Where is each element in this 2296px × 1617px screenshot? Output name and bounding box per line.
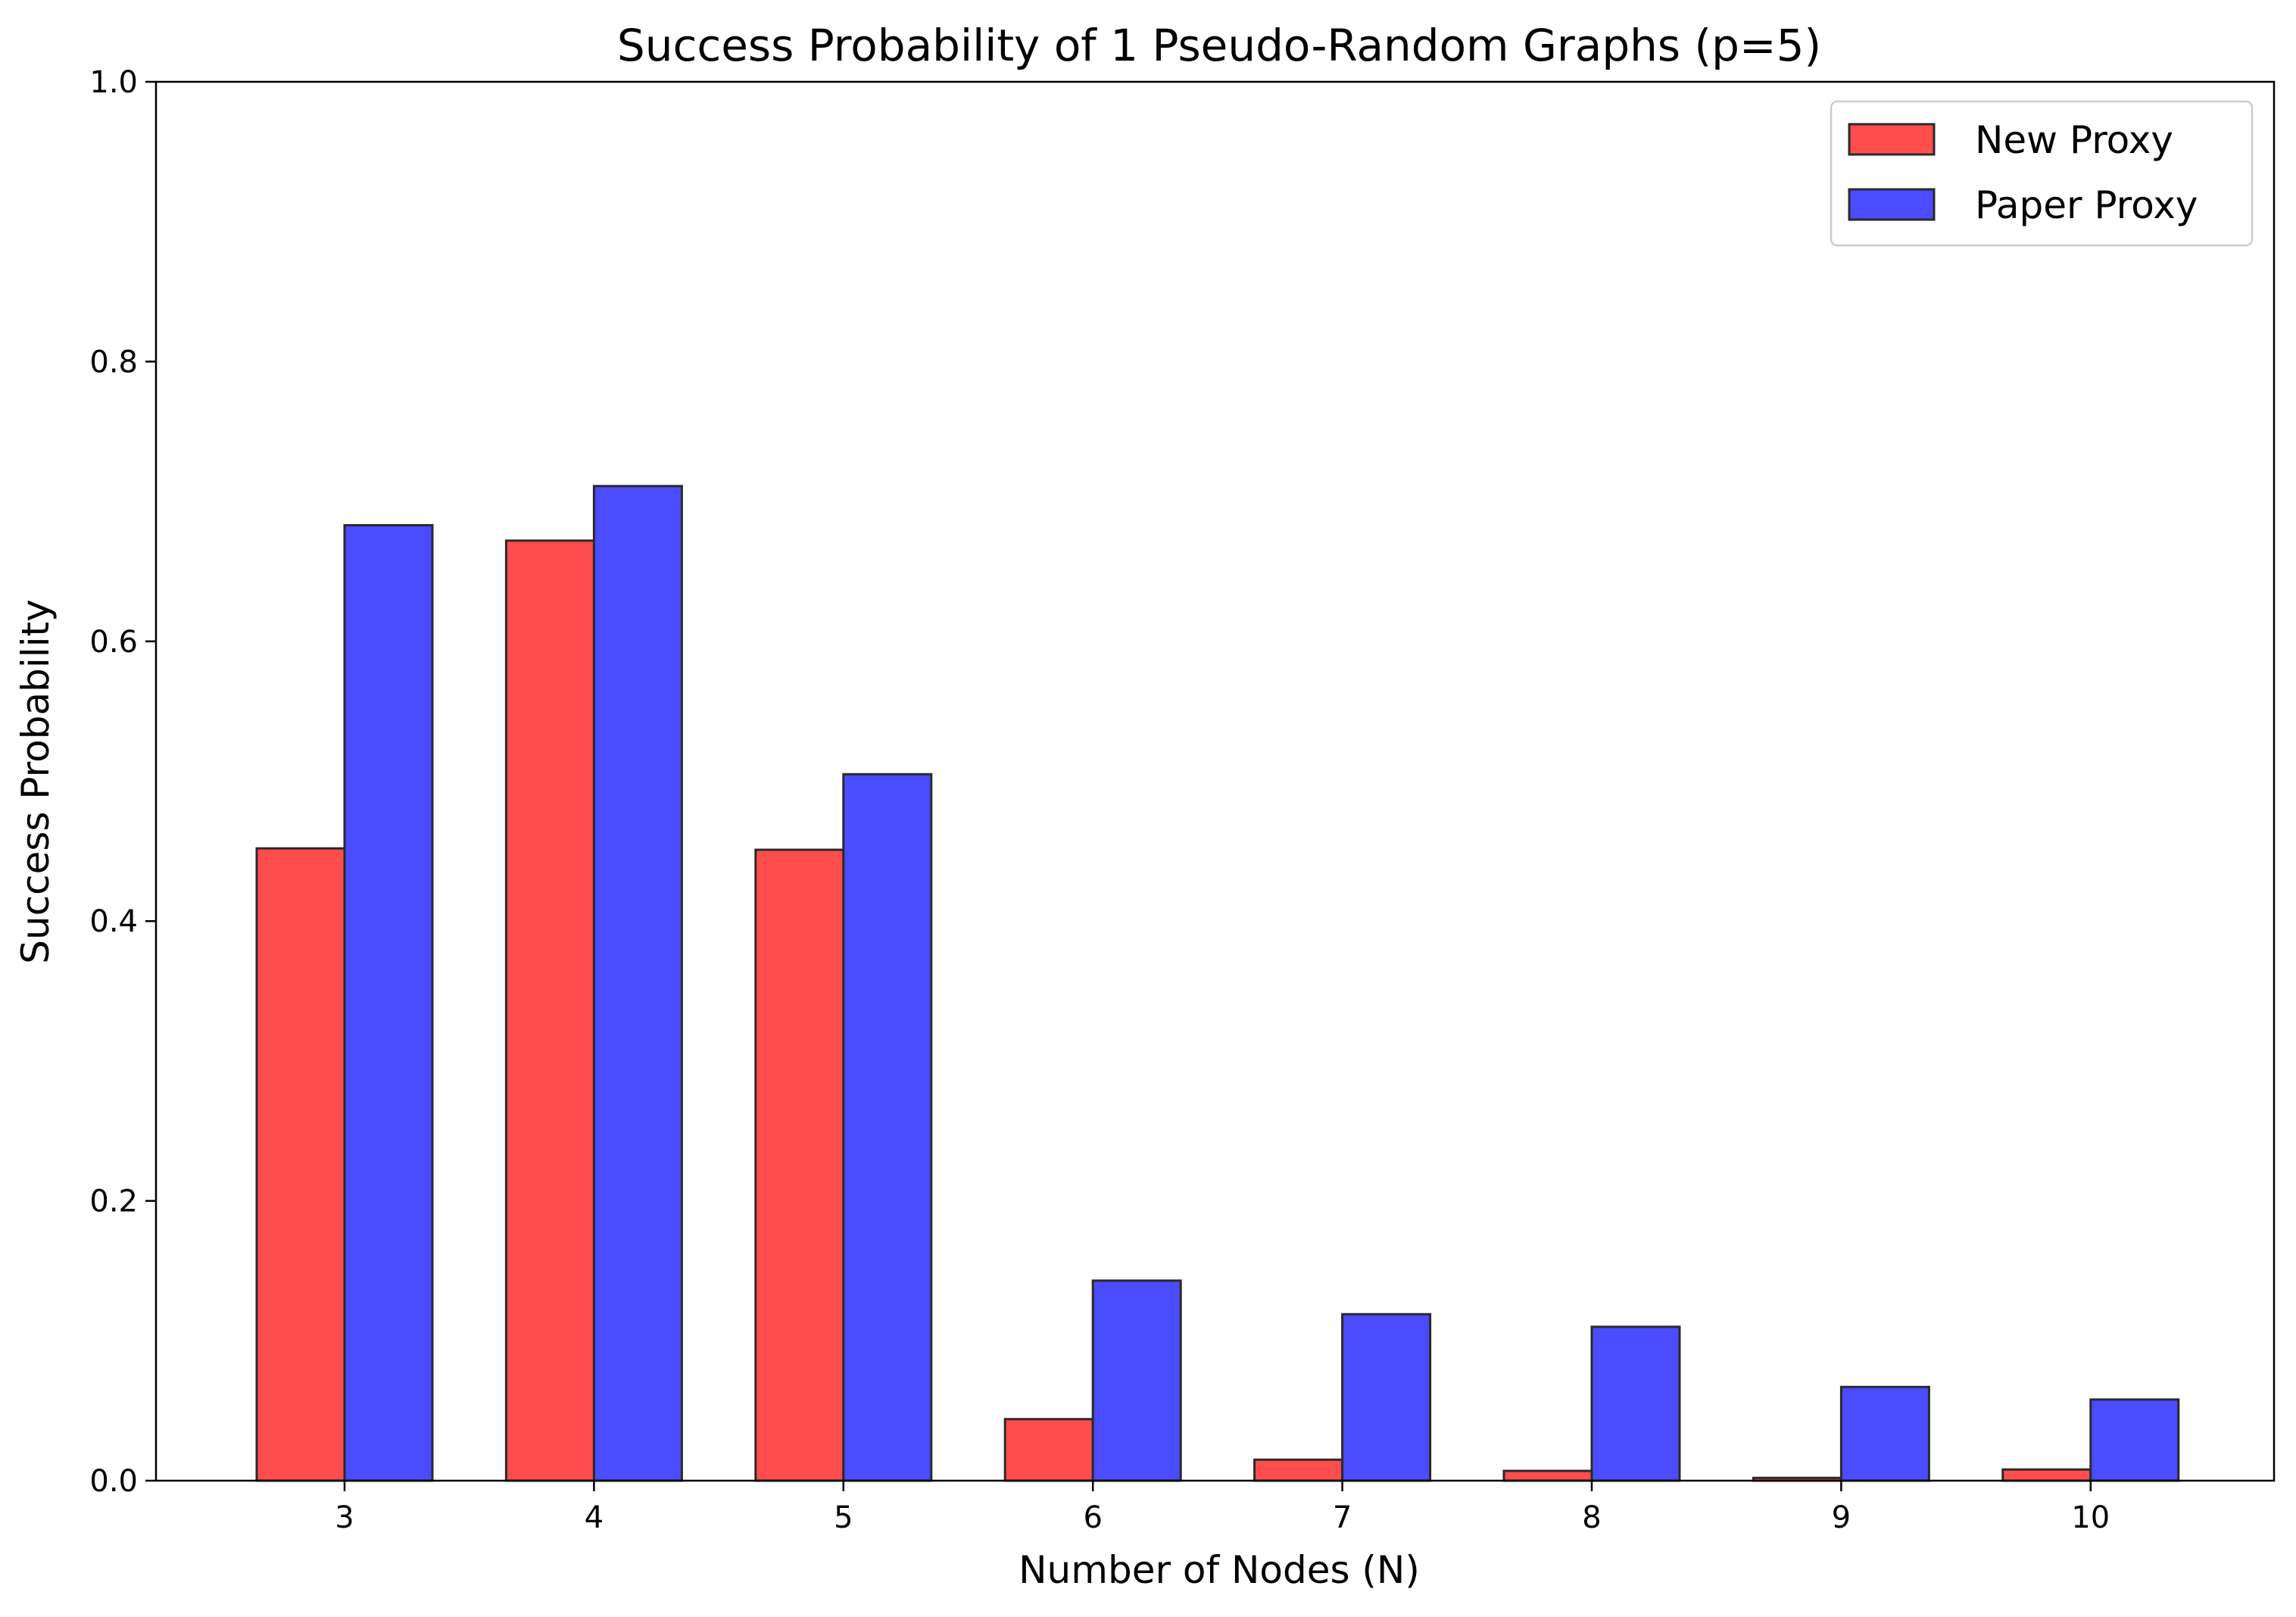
bars-group <box>255 485 2180 1482</box>
bar-new-proxy-10 <box>2001 1468 2092 1482</box>
x-axis-title: Number of Nodes (N) <box>1019 1548 1420 1592</box>
bar-new-proxy-5 <box>754 848 845 1482</box>
y-tick-label: 0.4 <box>89 904 138 939</box>
bar-new-proxy-4 <box>504 539 595 1482</box>
legend-label-paper-proxy: Paper Proxy <box>1975 183 2198 227</box>
axes-group: 0.0 0.2 0.4 0.6 0.8 1.0 3 4 5 6 7 8 9 10 <box>89 65 2276 1535</box>
bar-paper-proxy-3 <box>343 523 434 1482</box>
chart-title: Success Probability of 1 Pseudo-Random G… <box>617 20 1821 71</box>
y-tick-label: 0.8 <box>89 345 138 379</box>
bar-paper-proxy-7 <box>1341 1313 1432 1482</box>
x-tick-label: 6 <box>1083 1500 1102 1535</box>
x-tick-label: 9 <box>1832 1500 1851 1535</box>
legend: New Proxy Paper Proxy <box>1830 100 2254 247</box>
x-tick-label: 8 <box>1582 1500 1601 1535</box>
y-tick-label: 0.6 <box>89 625 138 660</box>
bar-paper-proxy-6 <box>1091 1279 1182 1482</box>
bar-paper-proxy-10 <box>2089 1398 2180 1482</box>
legend-swatch-new-proxy <box>1848 123 1936 156</box>
bar-paper-proxy-4 <box>592 485 683 1482</box>
bar-new-proxy-8 <box>1502 1469 1593 1482</box>
bar-new-proxy-7 <box>1253 1458 1344 1482</box>
legend-box <box>1830 100 2254 247</box>
y-tick-label: 0.2 <box>89 1185 138 1219</box>
bar-paper-proxy-8 <box>1590 1325 1681 1482</box>
bar-new-proxy-6 <box>1003 1418 1094 1482</box>
y-tick-label: 0.0 <box>89 1464 138 1499</box>
bar-paper-proxy-9 <box>1839 1385 1930 1482</box>
x-tick-label: 3 <box>335 1500 354 1535</box>
y-axis-title: Success Probability <box>14 599 58 963</box>
bar-paper-proxy-5 <box>842 773 933 1482</box>
x-tick-label: 4 <box>585 1500 604 1535</box>
plot-frame <box>154 80 2276 1482</box>
x-tick-label: 7 <box>1333 1500 1352 1535</box>
y-tick-label: 1.0 <box>89 65 138 100</box>
x-tick-label: 10 <box>2071 1500 2110 1535</box>
legend-swatch-paper-proxy <box>1848 188 1936 221</box>
x-tick-label: 5 <box>834 1500 853 1535</box>
bar-new-proxy-3 <box>255 847 346 1482</box>
legend-label-new-proxy: New Proxy <box>1975 118 2173 162</box>
